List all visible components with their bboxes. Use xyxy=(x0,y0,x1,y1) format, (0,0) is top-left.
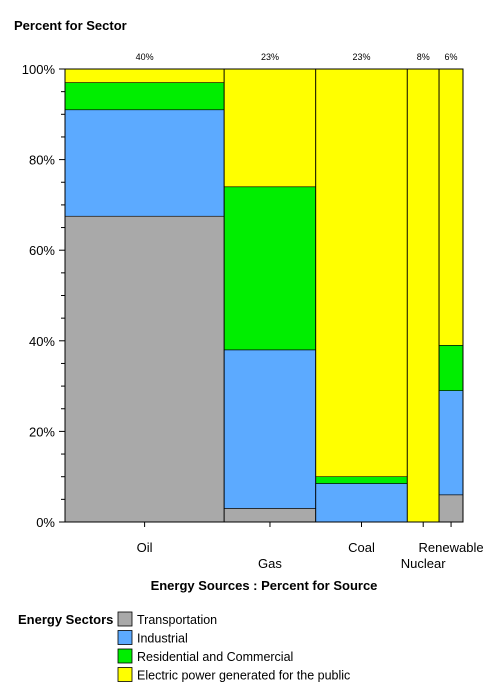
x-category-label: Renewable xyxy=(419,540,484,555)
y-tick-label: 20% xyxy=(29,424,55,439)
mosaic-cell-gas-residential-and-commercial xyxy=(223,186,317,351)
y-tick-label: 100% xyxy=(22,62,56,77)
mosaic-cell-oil-industrial xyxy=(64,109,225,217)
mosaic-cell-coal-electric-power-generated-for-the-public xyxy=(315,68,408,478)
mosaic-cell-gas-electric-power-generated-for-the-public xyxy=(223,68,317,188)
legend-label: Industrial xyxy=(137,632,188,646)
x-category-label: Nuclear xyxy=(401,556,446,571)
legend-swatch xyxy=(117,667,133,682)
x-category-label: Coal xyxy=(348,540,375,555)
legend-label: Transportation xyxy=(137,613,217,627)
source-percent-label: 8% xyxy=(417,52,430,62)
source-percent-label: 23% xyxy=(353,52,371,62)
legend-swatch xyxy=(117,611,133,627)
mosaic-cell-renewable-residential-and-commercial xyxy=(438,345,464,391)
mosaic-cell-oil-electric-power-generated-for-the-public xyxy=(64,68,225,83)
y-tick-label: 0% xyxy=(36,515,55,530)
y-tick-label: 40% xyxy=(29,334,55,349)
legend-title: Energy Sectors xyxy=(18,612,113,627)
legend-label: Residential and Commercial xyxy=(137,650,293,664)
mosaic-cell-renewable-transportation xyxy=(438,494,464,523)
source-percent-label: 6% xyxy=(445,52,458,62)
x-axis-title: Energy Sources : Percent for Source xyxy=(151,578,378,593)
mosaic-cell-coal-industrial xyxy=(315,483,408,523)
legend-swatch xyxy=(117,630,133,645)
x-category-label: Oil xyxy=(137,540,153,555)
legend-label: Electric power generated for the public xyxy=(137,669,350,683)
x-category-label: Gas xyxy=(258,556,282,571)
y-tick-label: 80% xyxy=(29,153,55,168)
source-percent-label: 23% xyxy=(261,52,279,62)
mosaic-cell-oil-residential-and-commercial xyxy=(64,82,225,111)
legend: Energy Sectors Transportation Industrial R… xyxy=(18,611,350,683)
mosaic-cell-coal-residential-and-commercial xyxy=(315,476,408,484)
plot-area: 40% 23% 23% 8% 6% xyxy=(64,52,464,523)
mosaic-cell-gas-industrial xyxy=(223,349,317,509)
mosaic-cell-gas-transportation xyxy=(223,508,317,523)
mosaic-cell-renewable-electric-power-generated-for-the-public xyxy=(438,68,464,346)
mosaic-cell-oil-transportation xyxy=(64,215,225,523)
mosaic-cell-nuclear-electric-power-generated-for-the-public xyxy=(406,68,440,523)
y-tick-label: 60% xyxy=(29,243,55,258)
source-percent-label: 40% xyxy=(136,52,154,62)
mosaic-cell-renewable-industrial xyxy=(438,390,464,496)
y-axis-title: Percent for Sector xyxy=(14,18,127,33)
legend-swatch xyxy=(117,648,133,664)
